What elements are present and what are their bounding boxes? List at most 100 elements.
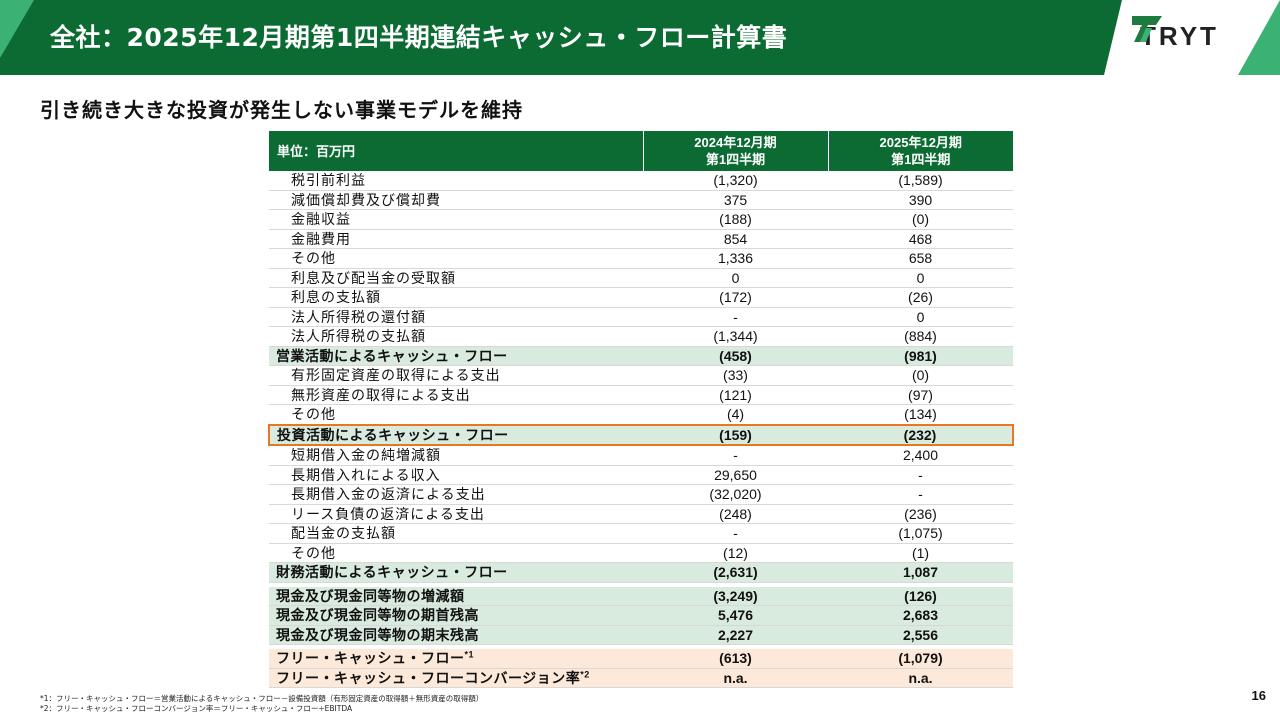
value-2025q1: (1,075)	[828, 523, 1013, 544]
subtotal-row-investing: 投資活動によるキャッシュ・フロー (159) (232)	[268, 423, 1014, 446]
value-2025q1: 2,400	[828, 445, 1013, 466]
row-label: 金融費用	[269, 229, 643, 249]
total-row-beginning-balance: 現金及び現金同等物の期首残高 5,476 2,683	[269, 605, 1013, 626]
value-2024q1: (1,320)	[643, 171, 828, 191]
value-2024q1: (248)	[643, 504, 828, 524]
value-2025q1: (884)	[828, 326, 1013, 347]
value-2025q1: 2,683	[828, 605, 1013, 626]
value-2025q1: (981)	[828, 346, 1013, 366]
value-2025q1: -	[828, 465, 1013, 485]
row-label: 現金及び現金同等物の増減額	[269, 586, 643, 606]
tryt-logo-icon	[1132, 16, 1162, 42]
value-2024q1: (32,020)	[643, 484, 828, 505]
column-header-2024q1-line2: 第1四半期	[705, 152, 766, 167]
footnote-ref-2: *2	[580, 669, 590, 680]
value-2025q1: (0)	[828, 209, 1013, 230]
table-row: 無形資産の取得による支出 (121) (97)	[269, 385, 1013, 405]
table-header-row: 単位：百万円 2024年12月期 第1四半期 2025年12月期 第1四半期	[269, 131, 1013, 171]
value-2025q1: -	[828, 484, 1013, 505]
table-row: 法人所得税の還付額 -0	[269, 307, 1013, 327]
value-2025q1: (126)	[828, 586, 1013, 606]
header-bar: 全社：2025年12月期第1四半期連結キャッシュ・フロー計算書 TRYT	[0, 0, 1280, 75]
table-row: 税引前利益 (1,320) (1,589)	[269, 171, 1013, 191]
table-row: その他 (12) (1)	[269, 543, 1013, 563]
table-row: 金融収益 (188) (0)	[269, 209, 1013, 230]
value-2025q1: 0	[828, 307, 1013, 327]
value-2025q1: 2,556	[828, 625, 1013, 645]
value-2024q1: -	[643, 445, 828, 466]
value-2025q1: (1)	[828, 543, 1013, 563]
column-header-2024q1-line1: 2024年12月期	[694, 135, 777, 150]
value-2024q1: (613)	[643, 649, 828, 669]
row-label: 現金及び現金同等物の期首残高	[269, 605, 643, 626]
value-2025q1: (134)	[828, 404, 1013, 425]
value-2025q1: (232)	[828, 423, 1014, 446]
subtitle: 引き続き大きな投資が発生しない事業モデルを維持	[40, 98, 523, 122]
row-label: 金融収益	[269, 209, 643, 230]
value-2024q1: (2,631)	[643, 562, 828, 583]
value-2025q1: 0	[828, 268, 1013, 288]
row-label: 無形資産の取得による支出	[269, 385, 643, 405]
value-2024q1: (33)	[643, 365, 828, 386]
unit-label: 単位：百万円	[269, 131, 644, 171]
brand-logo: TRYT	[1132, 16, 1219, 56]
value-2024q1: 1,336	[643, 248, 828, 269]
page-title: 全社：2025年12月期第1四半期連結キャッシュ・フロー計算書	[50, 23, 788, 52]
row-label: 財務活動によるキャッシュ・フロー	[269, 562, 643, 583]
value-2025q1: n.a.	[828, 668, 1013, 688]
row-label: 利息及び配当金の受取額	[269, 268, 643, 288]
value-2024q1: (121)	[643, 385, 828, 405]
footnote-2: *2：フリー・キャッシュ・フローコンバージョン率＝フリー・キャッシュ・フロー÷E…	[40, 704, 353, 713]
row-label: 営業活動によるキャッシュ・フロー	[269, 346, 643, 366]
brand-name: TRYT	[1140, 20, 1219, 51]
table-row: リース負債の返済による支出 (248) (236)	[269, 504, 1013, 524]
value-2024q1: (188)	[643, 209, 828, 230]
table-row: 配当金の支払額 - (1,075)	[269, 523, 1013, 544]
row-label: 長期借入れによる収入	[269, 465, 643, 485]
row-label: 法人所得税の支払額	[269, 326, 643, 347]
footnote-ref-1: *1	[464, 649, 475, 660]
table-row: 減価償却費及び償却費 375 390	[269, 190, 1013, 210]
value-2025q1: (1,079)	[828, 649, 1013, 669]
subtotal-row-operating: 営業活動によるキャッシュ・フロー (458) (981)	[269, 346, 1013, 366]
subtotal-row-financing: 財務活動によるキャッシュ・フロー (2,631) 1,087	[269, 562, 1013, 583]
value-2025q1: (26)	[828, 287, 1013, 308]
value-2025q1: 658	[828, 248, 1013, 269]
table-row: 長期借入金の返済による支出 (32,020) -	[269, 484, 1013, 505]
value-2024q1: -	[643, 523, 828, 544]
table-row: その他 (4) (134)	[269, 404, 1013, 425]
row-label: 減価償却費及び償却費	[269, 190, 643, 210]
row-label: 長期借入金の返済による支出	[269, 484, 643, 505]
row-label: フリー・キャッシュ・フローコンバージョン率*2	[269, 668, 643, 688]
cash-flow-table: 単位：百万円 2024年12月期 第1四半期 2025年12月期 第1四半期 税…	[268, 131, 1014, 688]
value-2024q1: 5,476	[643, 605, 828, 626]
value-2024q1: n.a.	[643, 668, 828, 688]
value-2024q1: 0	[643, 268, 828, 288]
footnotes: *1：フリー・キャッシュ・フロー＝営業活動によるキャッシュ・フロー－設備投資額（…	[40, 694, 483, 714]
table-row: 有形固定資産の取得による支出 (33) (0)	[269, 365, 1013, 386]
fcf-row: フリー・キャッシュ・フロー*1 (613) (1,079)	[269, 649, 1013, 669]
row-label: 配当金の支払額	[269, 523, 643, 544]
table-row: 利息の支払額 (172) (26)	[269, 287, 1013, 308]
value-2025q1: (0)	[828, 365, 1013, 386]
table-row: 金融費用 854 468	[269, 229, 1013, 249]
value-2025q1: (1,589)	[828, 171, 1013, 191]
row-label: フリー・キャッシュ・フロー*1	[269, 649, 643, 669]
value-2024q1: (4)	[643, 404, 828, 425]
value-2025q1: (236)	[828, 504, 1013, 524]
row-label: 法人所得税の還付額	[269, 307, 643, 327]
column-header-2025q1-line2: 第1四半期	[891, 152, 951, 167]
row-label: その他	[269, 248, 643, 269]
value-2024q1: (3,249)	[643, 586, 828, 606]
row-label: その他	[269, 404, 643, 425]
row-label: リース負債の返済による支出	[269, 504, 643, 524]
row-label: その他	[269, 543, 643, 563]
row-label: 現金及び現金同等物の期末残高	[269, 625, 643, 645]
header-background	[0, 0, 1280, 75]
row-label: 投資活動によるキャッシュ・フロー	[268, 423, 643, 446]
row-label: 利息の支払額	[269, 287, 643, 308]
column-header-2025q1: 2025年12月期 第1四半期	[828, 131, 1013, 171]
row-label: 有形固定資産の取得による支出	[269, 365, 643, 386]
value-2024q1: (458)	[643, 346, 828, 366]
table-row: 法人所得税の支払額 (1,344) (884)	[269, 326, 1013, 347]
